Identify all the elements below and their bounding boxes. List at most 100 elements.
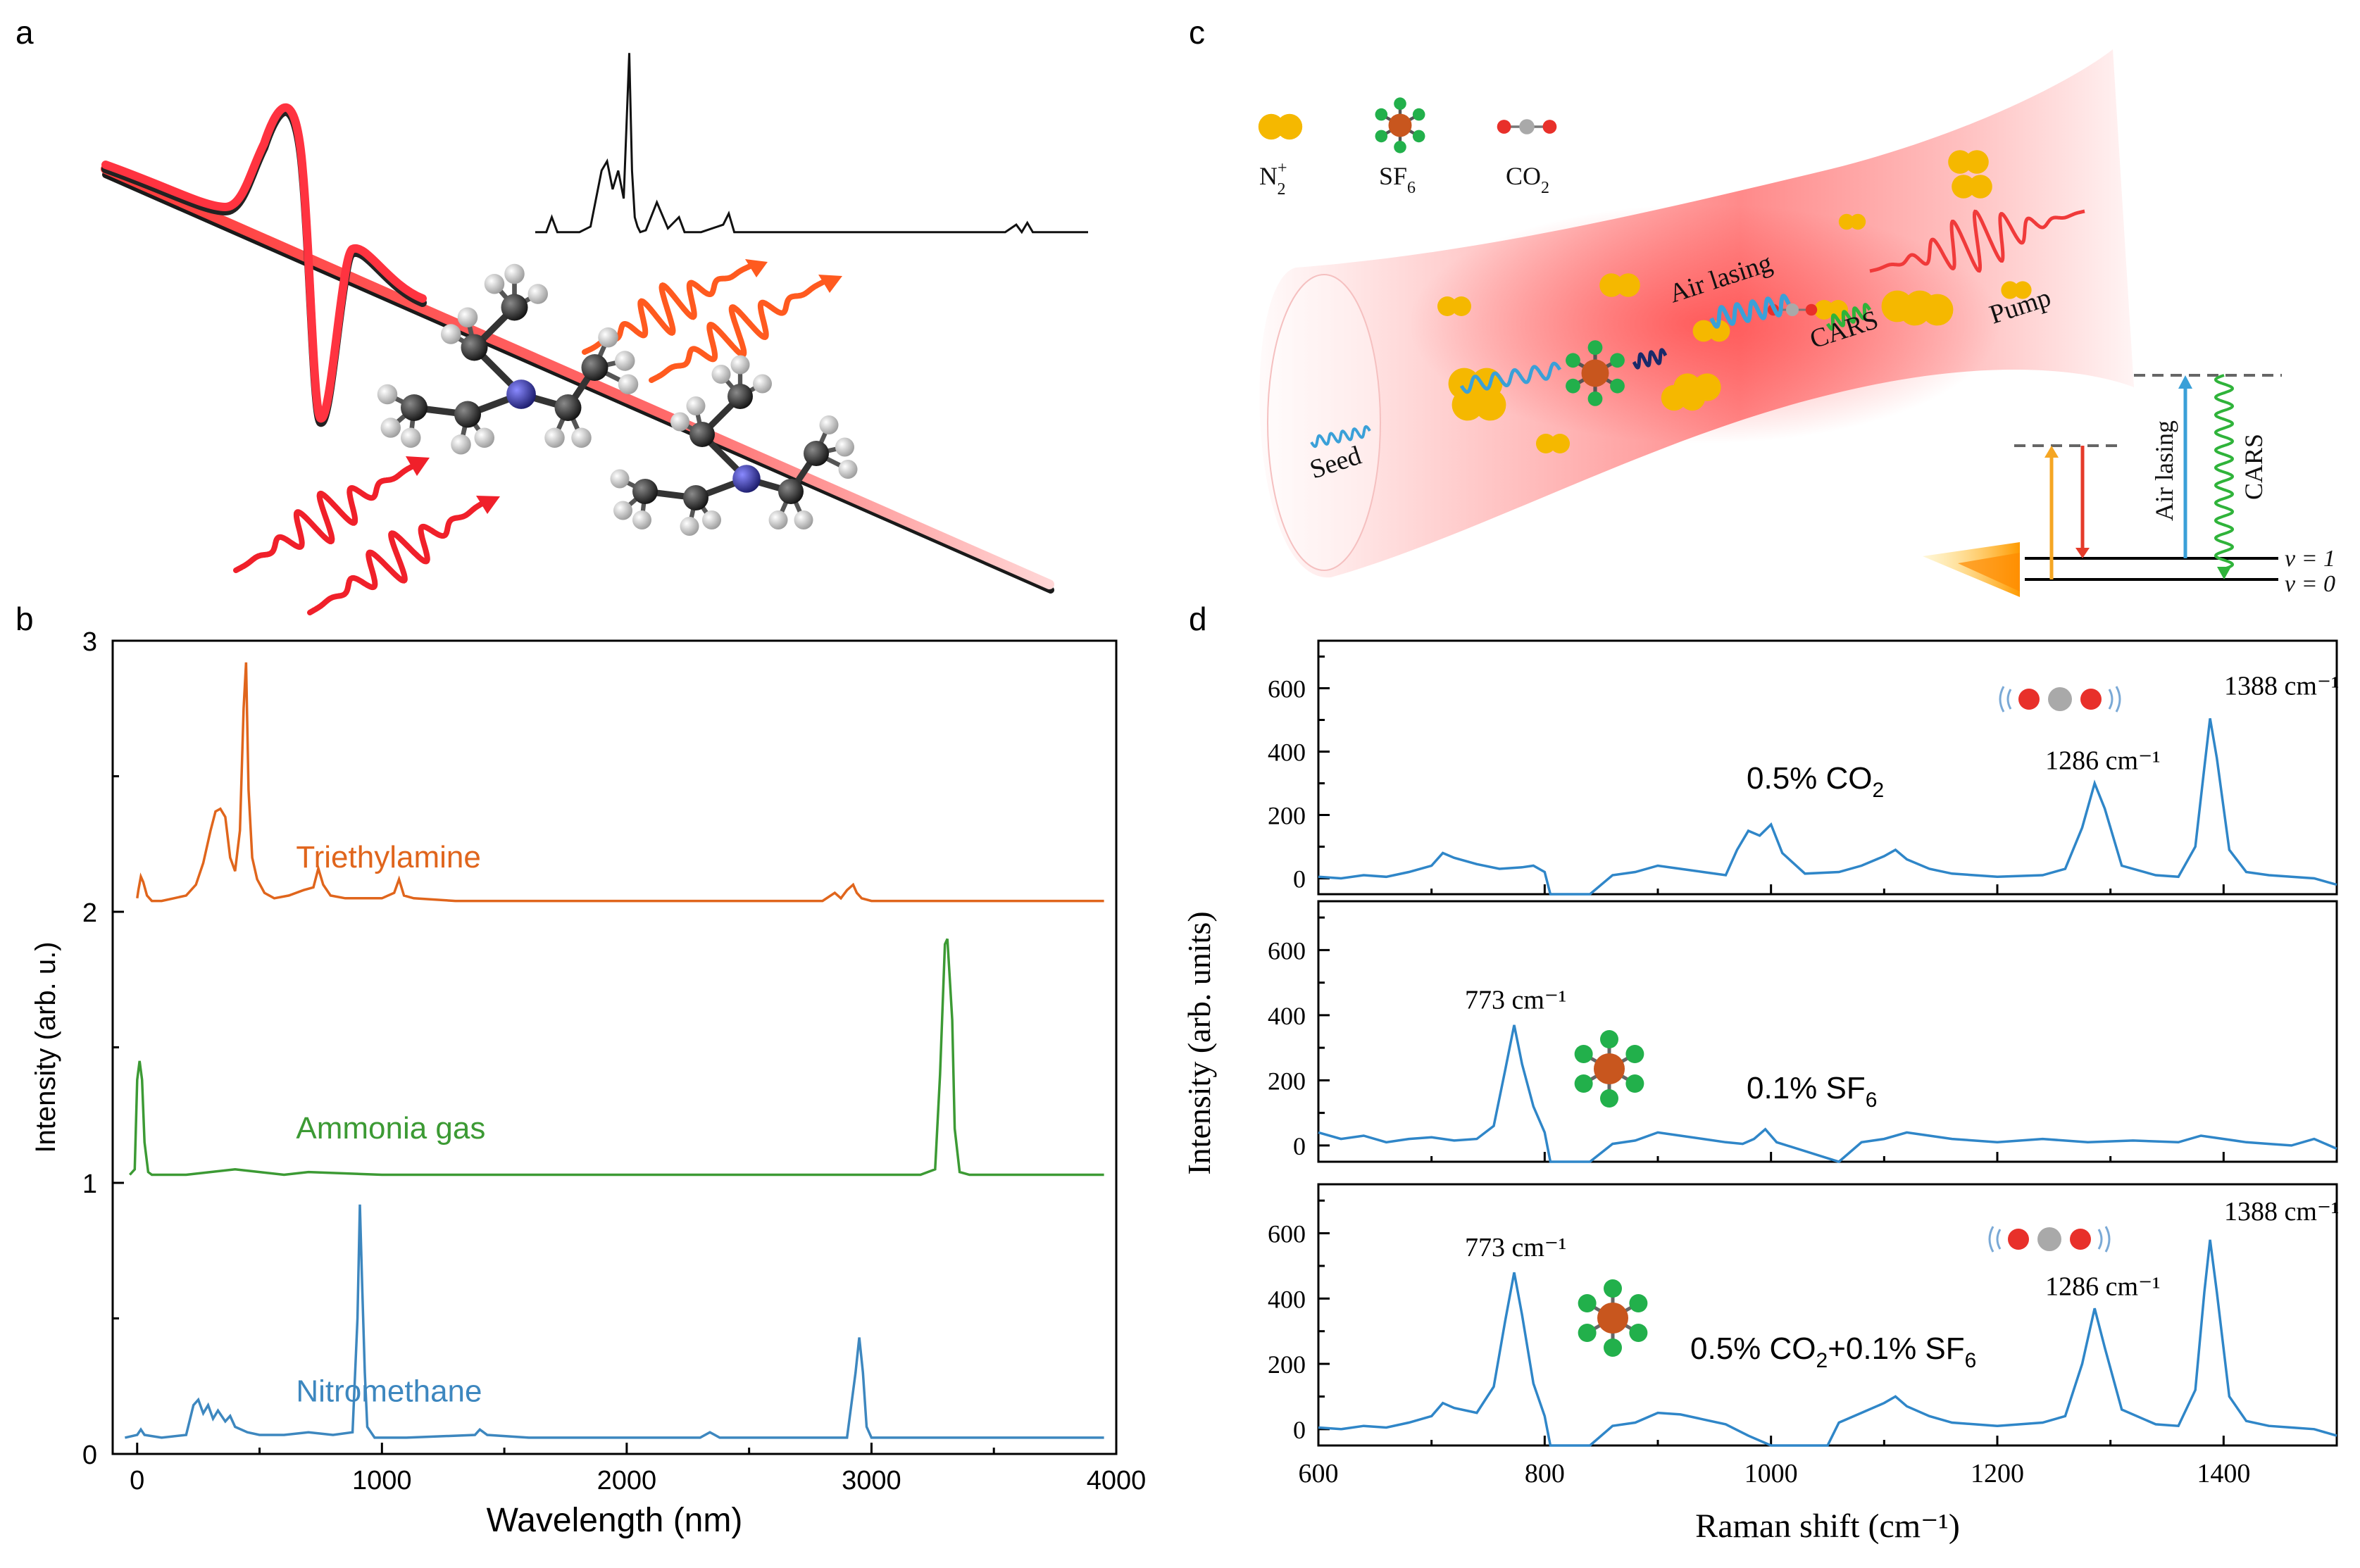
panel-d-y-tick-label: 400 <box>1268 739 1306 767</box>
n2-molecule <box>1536 434 1570 453</box>
cars-level-arrow-head <box>2217 567 2231 579</box>
n2-atom <box>1921 294 1954 326</box>
panel-d-frame-0 <box>1317 639 2338 896</box>
subplot-label-main: 0.5% CO <box>1747 761 1873 796</box>
fluorine-atom <box>1625 1074 1644 1093</box>
hydrogen-atom <box>474 427 494 448</box>
incident-pulse-red <box>101 103 427 423</box>
panel-d-y-tick-label: 400 <box>1268 1002 1306 1030</box>
n2-atom <box>1276 113 1303 140</box>
panel-b-x-tick-label: 3000 <box>842 1466 901 1495</box>
panel-d-y-tick-label: 600 <box>1268 936 1306 965</box>
panel-b-x-tick-label: 1000 <box>352 1466 412 1495</box>
hydrogen-atom <box>451 434 471 455</box>
sulfur-atom <box>1581 359 1609 387</box>
n2-molecule <box>1599 273 1640 297</box>
sf6-vibration-icon <box>1578 1279 1648 1357</box>
hydrogen-atom <box>730 355 750 375</box>
cars-level-wave <box>2214 374 2235 570</box>
fluorine-atom <box>1610 378 1625 394</box>
panel-label-a: a <box>15 14 34 51</box>
co2-vibration-icon <box>1988 1226 2111 1253</box>
air-lasing-wave <box>1709 294 1791 329</box>
panel-d-x-axis-label: Raman shift (cm⁻¹) <box>1695 1507 1960 1545</box>
sf6-vibration-icon <box>1574 1030 1644 1108</box>
air-lasing-arrow-head <box>2178 375 2192 389</box>
panel-d-subplot-2: 0 200 400 600 773 cm⁻¹ 1388 cm⁻¹ 1286 cm⁻¹ 0.5%… <box>1268 1183 2339 1447</box>
n2-atom <box>1814 300 1834 320</box>
fluorine-atom <box>1610 353 1625 368</box>
hydrogen-atom <box>835 437 854 457</box>
incident-waves <box>233 456 500 615</box>
panel-b-y-tick-label: 0 <box>82 1441 97 1470</box>
panel-d-annotation-1-0: 773 cm⁻¹ <box>1465 986 1566 1015</box>
fluorine-atom <box>1566 378 1580 394</box>
incident-wave-1 <box>233 462 418 573</box>
legend-label-sub: 2 <box>1278 180 1286 199</box>
carbon-atom <box>1519 119 1535 134</box>
n2-atom <box>1661 384 1687 411</box>
sf6-molecule <box>1375 97 1425 153</box>
hydrogen-atom <box>401 427 421 448</box>
carbon-atom <box>401 394 427 421</box>
carbon-atom <box>683 485 708 510</box>
fluorine-atom <box>1587 391 1603 406</box>
fluorine-atom <box>1574 1045 1593 1063</box>
seed-wave <box>1310 425 1371 449</box>
pulse-fan <box>1923 542 2020 597</box>
fluorine-atom <box>1629 1294 1648 1312</box>
hydrogen-atom <box>527 284 548 304</box>
hydrogen-atom <box>610 469 630 489</box>
panel-c: c N+ 2 SF6 CO2 Air lasing CARS Pump Seed <box>1189 14 2335 597</box>
panel-d-y-tick-label: 200 <box>1268 802 1306 830</box>
panel-b-y-tick-label: 3 <box>82 627 97 657</box>
fluorine-atom <box>1394 141 1406 153</box>
n2-atom <box>1838 213 1855 230</box>
panel-b-series-line-0 <box>136 662 1104 903</box>
panel-d-x-tick-label: 600 <box>1299 1459 1339 1488</box>
hydrogen-atom <box>680 517 699 536</box>
hydrogen-atom <box>544 427 565 448</box>
fluorine-atom <box>1578 1324 1597 1342</box>
oxygen-atom <box>2080 689 2102 710</box>
panel-b-x-tick-label: 0 <box>130 1466 144 1495</box>
legend-label-main: CO <box>1506 162 1541 190</box>
orange-arrow-up-head <box>2044 446 2059 458</box>
fluorine-atom <box>1587 340 1603 355</box>
n2-atom <box>2014 281 2032 299</box>
incident-wave-2 <box>307 498 489 615</box>
fluorine-atom <box>1394 97 1406 110</box>
panel-d-subplot-1: 0 200 400 600 773 cm⁻¹ 0.1% SF6 <box>1268 900 2338 1163</box>
subplot-label-sub: 2 <box>1873 779 1885 802</box>
level-label-air-lasing: Air lasing <box>2150 420 2178 521</box>
cars-wave <box>1825 303 1872 331</box>
vibration-mark-left <box>1988 1226 2002 1253</box>
sulfur-atom <box>1594 1053 1625 1084</box>
vibration-mark-right <box>2097 1226 2111 1253</box>
panel-b-series-line-2 <box>125 1204 1104 1439</box>
beam-entrance <box>1267 274 1381 571</box>
fluorine-atom <box>1375 108 1388 121</box>
panel-b-chart: b 0 1000 2000 3000 4000 0 1 2 3 Triethylamine Amm… <box>15 601 1146 1539</box>
fluorine-atom <box>1574 1074 1593 1093</box>
n2-atom <box>1616 273 1640 297</box>
n2-atom <box>1692 320 1715 342</box>
fluorine-atom <box>1375 130 1388 143</box>
subplot-label-sub2: 6 <box>1965 1349 1977 1372</box>
fluorine-atom <box>1604 1279 1622 1298</box>
panel-b-frame <box>111 639 1118 1455</box>
hydrogen-atom <box>484 274 505 294</box>
fluorine-atom <box>1600 1089 1618 1108</box>
hydrogen-atom <box>618 374 639 394</box>
panel-d-series-line-1 <box>1318 1024 2337 1163</box>
subplot-label-sub: 2 <box>1816 1349 1828 1372</box>
subplot-label-tail: +0.1% SF <box>1828 1331 1964 1366</box>
carbon-atom <box>804 441 829 466</box>
carbon-atom <box>2048 687 2072 711</box>
carbon-atom <box>689 422 715 447</box>
legend-label-1: SF6 <box>1379 162 1416 197</box>
n2-atom <box>1451 296 1471 316</box>
legend-label-0: N+ 2 <box>1259 159 1287 199</box>
oxygen-atom <box>1497 120 1511 134</box>
